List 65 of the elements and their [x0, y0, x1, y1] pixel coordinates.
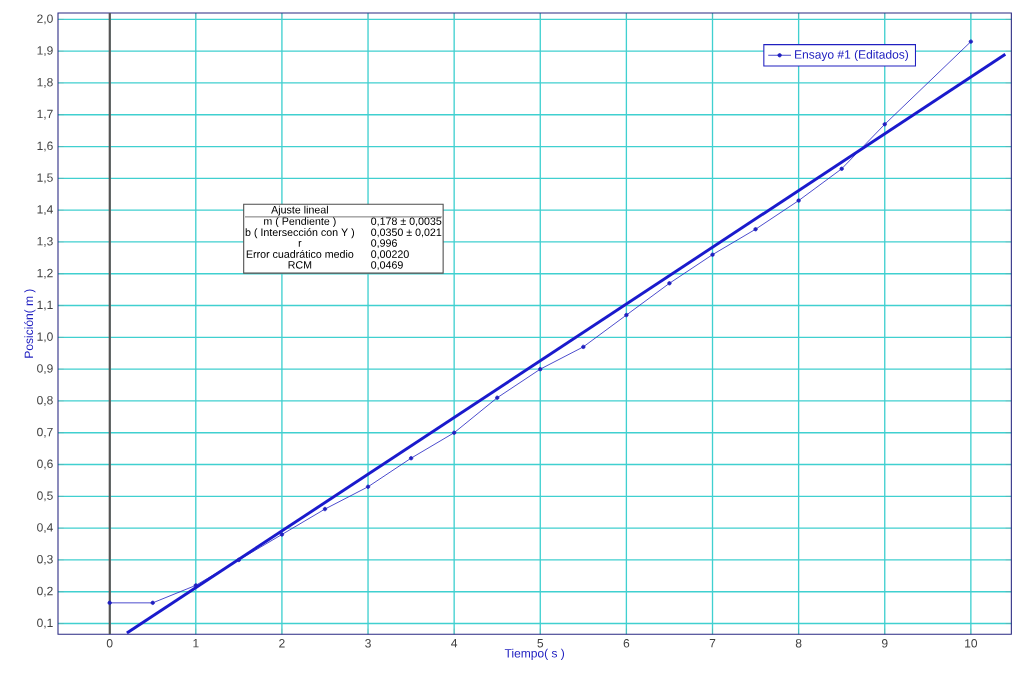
annotation: m ( Pendiente ) [264, 217, 336, 228]
point [322, 506, 328, 512]
x-tick-label: 0 [106, 639, 113, 648]
x-tick-label: 10 [965, 639, 978, 648]
y-tick-label: 0,4 [37, 523, 53, 534]
y-tick-label: 0,9 [37, 364, 53, 375]
x-tick-label: 6 [623, 639, 630, 648]
y-tick-label: 1,4 [37, 205, 53, 216]
point [667, 281, 672, 286]
point [710, 252, 715, 257]
annotation: Error cuadrático medio [246, 249, 354, 258]
point [839, 166, 844, 171]
annotation: 0,178 ± 0,0035 [371, 217, 442, 227]
annotation: r [298, 240, 302, 247]
y-tick-label: 1,5 [37, 173, 53, 184]
point [624, 312, 629, 318]
point [882, 122, 887, 127]
y-tick-label: 2,0 [37, 14, 53, 25]
annotation: 0,0350 ± 0,021 [371, 228, 442, 238]
point [796, 198, 801, 203]
y-tick-label: 1,8 [37, 77, 53, 88]
point [408, 456, 414, 461]
y-tick-label: 1,6 [37, 141, 53, 152]
x-tick-label: 1 [193, 639, 199, 648]
point [236, 557, 241, 563]
y-tick-label: 0,2 [37, 586, 53, 597]
x-tick-label: 5 [537, 639, 544, 648]
point [538, 367, 543, 372]
annotation: b ( Intersección con Y ) [245, 228, 355, 239]
y-tick-label: 1,3 [37, 236, 53, 247]
point [279, 532, 285, 537]
y-tick-label: 1,2 [37, 268, 53, 279]
x-tick-label: 2 [279, 639, 285, 648]
point [581, 344, 586, 350]
y-tick-label: 1,7 [37, 109, 53, 120]
x-tick-label: 8 [795, 639, 802, 648]
annotation: RCM [288, 261, 312, 269]
y-tick-label: 0,5 [37, 491, 53, 502]
y-tick-label: 0,6 [37, 459, 53, 470]
x-tick-label: 4 [451, 639, 458, 648]
point [107, 600, 112, 605]
x-tick-label: 9 [881, 639, 888, 648]
y-tick-label: 0,3 [37, 554, 53, 565]
point [968, 39, 973, 44]
point [495, 395, 500, 400]
point [753, 227, 758, 232]
y-tick-label: 1,0 [37, 332, 53, 343]
y-tick-label: 0,1 [37, 618, 53, 629]
y-tick-label: 0,8 [37, 395, 53, 406]
x-tick-label: 3 [365, 639, 371, 648]
legend-label: Ensayo #1 (Editados) [795, 49, 909, 62]
annotation: 0,996 [371, 239, 397, 249]
annotation: 0,00220 [371, 250, 409, 260]
annotation: Ajuste lineal [271, 205, 328, 216]
point [365, 484, 371, 489]
point [193, 583, 198, 588]
y-tick-label: 0,7 [37, 427, 53, 438]
point [150, 600, 155, 605]
y-axis-title: Posición( m ) [24, 289, 36, 358]
annotation: 0,0469 [371, 261, 403, 270]
point [452, 430, 457, 435]
x-tick-label: 7 [709, 639, 716, 648]
y-tick-label: 1,9 [37, 46, 53, 57]
x-axis-title: Tiempo( s ) [504, 648, 565, 660]
y-tick-label: 1,1 [37, 300, 53, 311]
